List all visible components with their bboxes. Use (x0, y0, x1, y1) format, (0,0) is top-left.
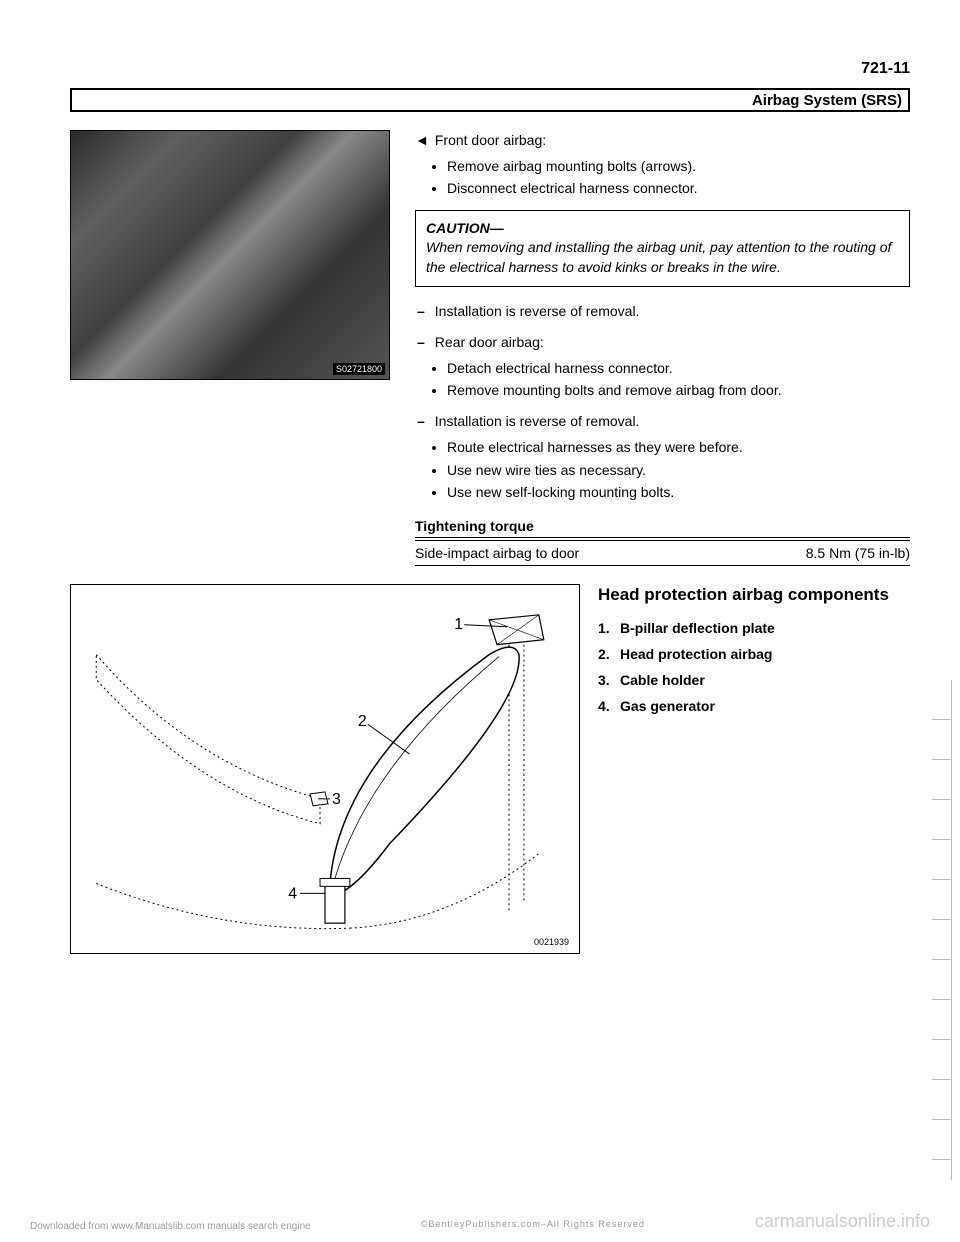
diagram-svg: 1 2 3 4 (71, 585, 579, 953)
header-bar: Airbag System (SRS) (70, 88, 910, 112)
content-area: S02721800 Front door airbag: Remove airb… (70, 130, 910, 954)
component-label: B-pillar deflection plate (620, 620, 775, 636)
footer: Downloaded from www.Manualslib.com manua… (0, 1211, 960, 1232)
torque-title: Tightening torque (415, 518, 910, 538)
torque-row: Side-impact airbag to door 8.5 Nm (75 in… (415, 540, 910, 566)
footer-center: ©BentleyPublishers.com–All Rights Reserv… (421, 1214, 645, 1232)
caution-title: CAUTION— (426, 220, 504, 236)
install2-heading: Installation is reverse of removal. (415, 411, 910, 432)
install-note: Installation is reverse of removal. (415, 301, 910, 322)
page-edge-rules (932, 680, 952, 1180)
component-diagram: 1 2 3 4 0021939 (70, 584, 580, 954)
component-num: 2. (598, 646, 620, 662)
page-number: 721-11 (861, 60, 910, 78)
photo-id: S02721800 (333, 363, 385, 375)
install2-step: Use new wire ties as necessary. (447, 459, 910, 481)
component-label: Gas generator (620, 698, 715, 714)
diagram-label-2: 2 (358, 713, 367, 730)
component-label: Cable holder (620, 672, 705, 688)
component-item: 1. B-pillar deflection plate (598, 620, 889, 636)
footer-left: Downloaded from www.Manualslib.com manua… (30, 1221, 311, 1232)
caution-box: CAUTION— When removing and installing th… (415, 210, 910, 287)
section-head-protection: 1 2 3 4 0021939 Head protection airbag c… (70, 584, 910, 954)
component-item: 3. Cable holder (598, 672, 889, 688)
rear-door-step: Detach electrical harness connector. (447, 357, 910, 379)
install2-step: Use new self-locking mounting bolts. (447, 481, 910, 503)
components-title: Head protection airbag components (598, 584, 889, 606)
torque-label: Side-impact airbag to door (415, 545, 579, 561)
component-num: 4. (598, 698, 620, 714)
front-door-step: Remove airbag mounting bolts (arrows). (447, 155, 910, 177)
right-column: Front door airbag: Remove airbag mountin… (415, 130, 910, 566)
component-num: 3. (598, 672, 620, 688)
diagram-label-4: 4 (288, 885, 297, 902)
footer-right: carmanualsonline.info (755, 1211, 930, 1232)
rear-door-step: Remove mounting bolts and remove airbag … (447, 379, 910, 401)
install2-step: Route electrical harnesses as they were … (447, 436, 910, 458)
front-door-photo: S02721800 (70, 130, 390, 380)
component-item: 2. Head protection airbag (598, 646, 889, 662)
component-list: Head protection airbag components 1. B-p… (598, 584, 889, 954)
diagram-id: 0021939 (534, 937, 569, 947)
header-title: Airbag System (SRS) (752, 92, 902, 109)
rear-door-heading: Rear door airbag: (415, 332, 910, 353)
front-door-step: Disconnect electrical harness connector. (447, 177, 910, 199)
diagram-label-1: 1 (454, 615, 463, 632)
front-door-heading: Front door airbag: (415, 130, 910, 151)
torque-value: 8.5 Nm (75 in-lb) (806, 545, 910, 561)
component-num: 1. (598, 620, 620, 636)
footer-center-sub: ©BentleyPublishers.com–All Rights Reserv… (421, 1219, 645, 1229)
component-label: Head protection airbag (620, 646, 772, 662)
component-item: 4. Gas generator (598, 698, 889, 714)
caution-body: When removing and installing the airbag … (426, 239, 891, 275)
diagram-label-3: 3 (332, 790, 341, 807)
